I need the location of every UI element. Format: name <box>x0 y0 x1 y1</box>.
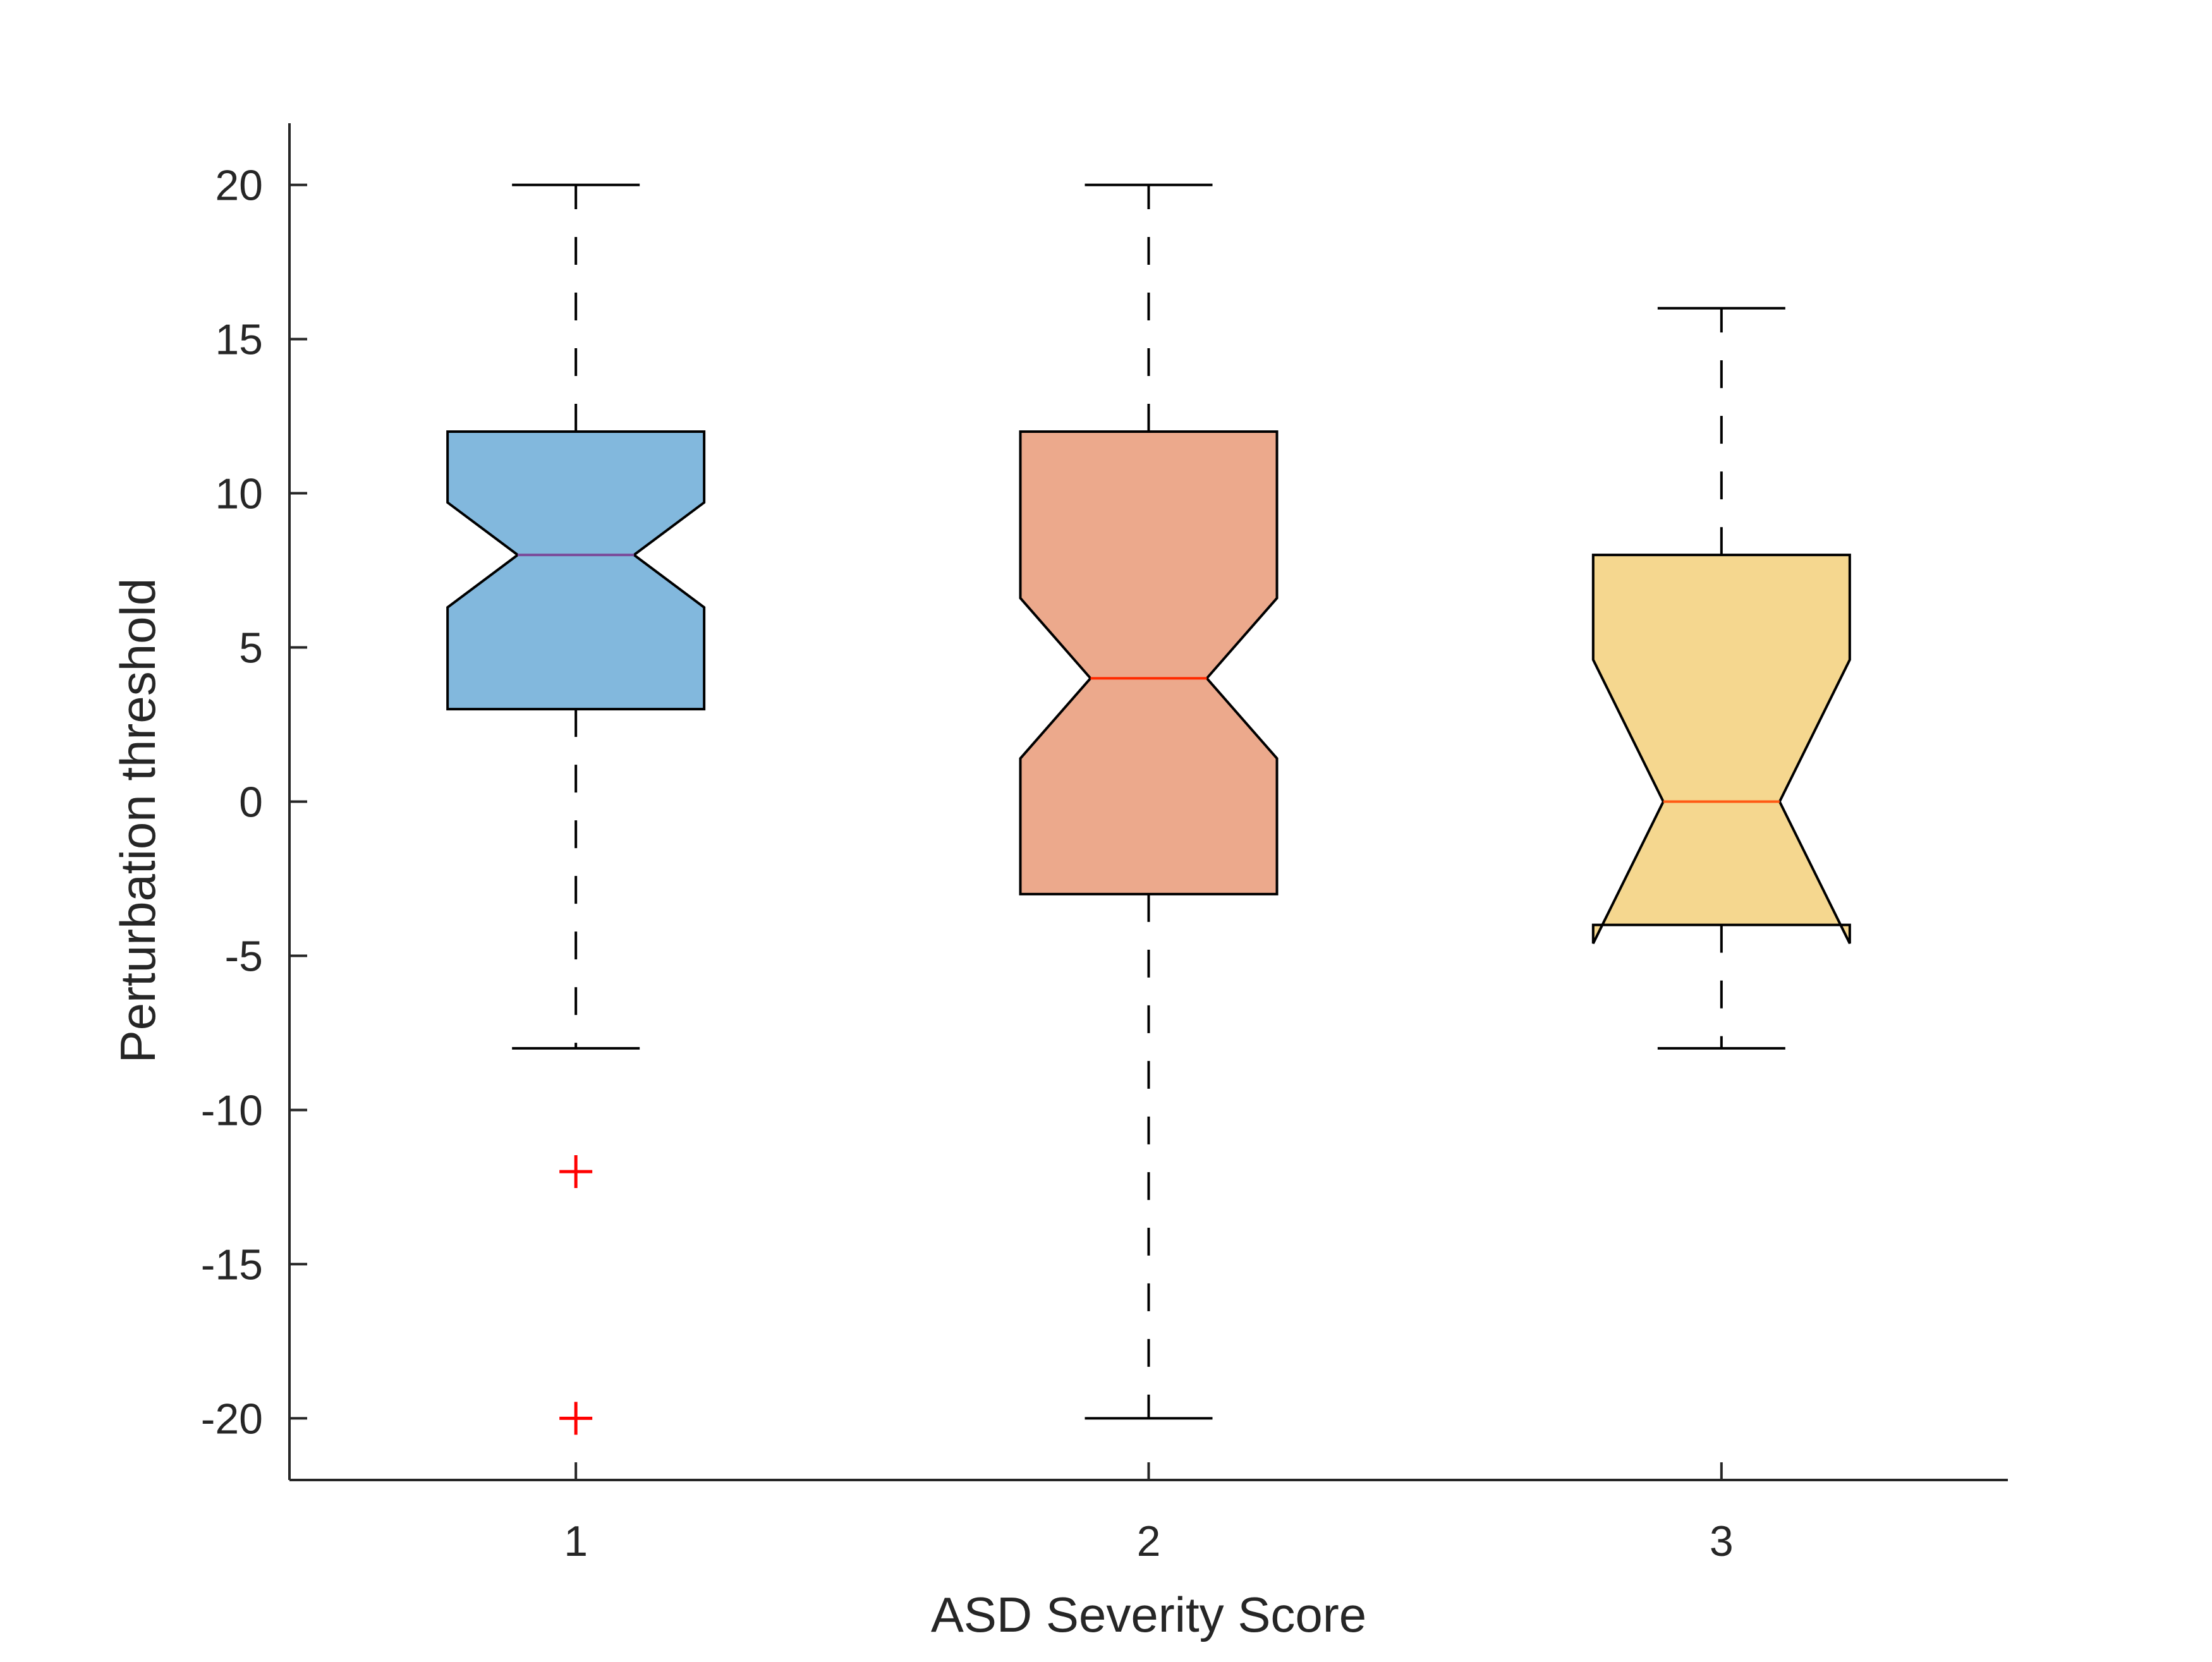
notched-box <box>1591 554 1851 944</box>
y-tick-label: 10 <box>215 470 263 518</box>
x-tick-label: 2 <box>1137 1517 1161 1565</box>
y-tick-label: 15 <box>215 316 263 364</box>
notched-box <box>446 430 706 711</box>
outlier-marker <box>559 1402 593 1435</box>
y-tick-label: 20 <box>215 162 263 210</box>
x-axis-label: ASD Severity Score <box>931 1587 1366 1642</box>
y-tick-label: 0 <box>239 779 263 827</box>
box-group-2 <box>1019 183 1279 1420</box>
outlier-marker <box>559 1155 593 1189</box>
x-tick-label: 3 <box>1710 1517 1734 1565</box>
y-tick-label: -5 <box>225 932 263 980</box>
ticks-layer: -20 -15 -10 -5 0 5 10 15 20 1 2 3 <box>201 162 1734 1565</box>
x-tick-label: 1 <box>564 1517 588 1565</box>
y-tick-label: 5 <box>239 624 263 672</box>
y-tick-label: -10 <box>201 1086 263 1134</box>
y-tick-label: -15 <box>201 1240 263 1289</box>
box-group-3 <box>1591 306 1851 1050</box>
box-group-1 <box>446 183 706 1435</box>
boxes-layer <box>446 183 1851 1435</box>
y-tick-label: -20 <box>201 1395 263 1443</box>
y-axis-label: Perturbation threshold <box>110 578 166 1063</box>
notched-box <box>1019 430 1279 895</box>
